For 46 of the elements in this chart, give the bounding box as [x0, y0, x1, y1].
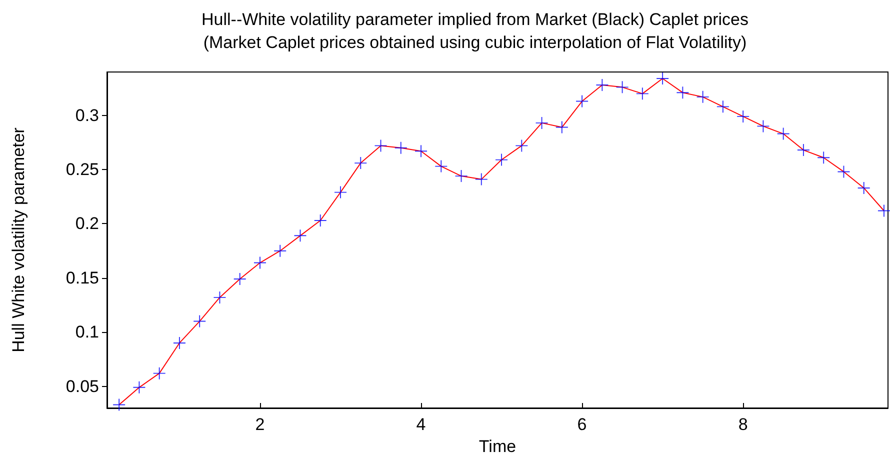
y-tick-label: 0.25: [66, 160, 99, 180]
point: [696, 90, 709, 103]
point: [536, 116, 548, 129]
point: [777, 128, 790, 140]
point: [334, 186, 346, 198]
point: [475, 173, 488, 186]
point: [133, 381, 146, 394]
chart-title: Hull--White volatility parameter implied from Market (Black) Caplet prices: [202, 10, 748, 29]
point: [737, 110, 750, 122]
point: [757, 120, 770, 132]
point: [314, 214, 326, 226]
y-axis-title: Hull White volatility parameter: [9, 127, 28, 352]
point: [234, 273, 246, 286]
chart-subtitle: (Market Caplet prices obtained using cubic interpolation of Flat Volatility): [203, 33, 747, 52]
point: [194, 315, 206, 328]
x-tick-label: 8: [738, 415, 748, 434]
y-tick-label: 0.1: [75, 322, 99, 342]
point: [394, 142, 407, 154]
point: [435, 160, 448, 172]
y-tick-label: 0.15: [66, 268, 99, 288]
point: [797, 144, 810, 156]
point: [516, 140, 528, 152]
point: [676, 86, 689, 99]
point: [636, 88, 648, 100]
point: [716, 100, 729, 113]
point: [858, 182, 870, 194]
point: [596, 79, 608, 92]
x-tick-label: 2: [255, 415, 265, 434]
point: [656, 72, 669, 85]
point: [838, 166, 850, 178]
y-tick-label: 0.05: [66, 376, 99, 396]
point: [818, 152, 830, 164]
point: [496, 154, 508, 166]
x-tick-label: 6: [577, 415, 587, 434]
point: [616, 81, 628, 94]
point: [214, 291, 226, 304]
point: [556, 121, 568, 134]
point: [173, 336, 186, 349]
point: [153, 367, 166, 380]
point: [274, 244, 286, 257]
x-axis-title: Time: [478, 436, 516, 456]
y-tick-label: 0.2: [75, 214, 99, 234]
point: [354, 157, 367, 170]
x-tick-label: 4: [416, 415, 426, 434]
y-tick-label: 0.3: [75, 106, 99, 125]
point: [415, 145, 428, 158]
